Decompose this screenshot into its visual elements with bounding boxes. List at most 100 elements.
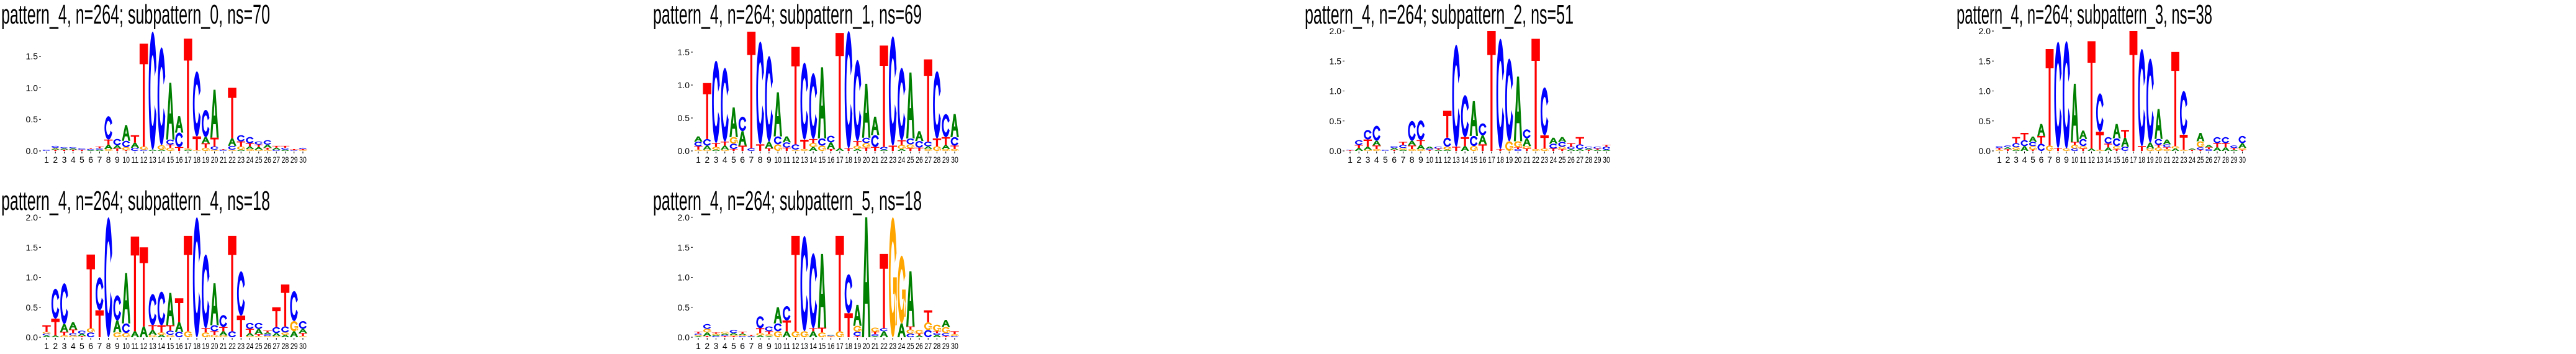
logo-panel-subpattern-1: pattern_4, n=264; subpattern_1, ns=69 0.…: [652, 0, 1297, 174]
logo-letter-T: [1575, 137, 1585, 145]
logo-letter-A: [871, 116, 880, 135]
x-tick-label: 18: [193, 341, 200, 351]
logo-letter-A: [263, 144, 272, 148]
logo-letter-A: [1584, 148, 1593, 150]
logo-letter-C: [272, 149, 281, 152]
x-tick-label: 8: [2056, 155, 2061, 165]
logo-letter-T: [95, 310, 104, 337]
logo-letter-T: [2037, 135, 2045, 144]
logo-letter-A: [95, 149, 104, 152]
logo-letter-G: [192, 150, 201, 151]
logo-letter-T: [174, 147, 184, 152]
logo-letter-A: [2213, 147, 2222, 151]
logo-letter-A: [201, 137, 210, 143]
logo-letter-G: [281, 332, 289, 335]
x-tick-label: 11: [1435, 155, 1443, 165]
x-tick-label: 11: [2080, 155, 2087, 165]
logo-letter-T: [86, 254, 95, 329]
x-tick-label: 8: [106, 155, 111, 165]
x-tick-label: 14: [158, 155, 165, 165]
logo-letter-T: [78, 149, 86, 152]
logo-letter-G: [1540, 148, 1549, 151]
logo-letter-A: [853, 148, 862, 152]
logo-letter-C: [1416, 120, 1425, 140]
logo-letter-C: [42, 149, 51, 152]
x-tick-label: 12: [1444, 155, 1451, 165]
logo-letter-G: [201, 147, 210, 151]
x-tick-label: 2: [705, 341, 709, 351]
logo-letter-G: [2096, 150, 2104, 151]
x-tick-label: 3: [714, 341, 719, 351]
logo-letter-T: [1478, 144, 1487, 151]
logo-letter-C: [765, 326, 773, 332]
x-tick-label: 10: [2071, 155, 2078, 165]
logo-letter-C: [122, 140, 130, 147]
logo-letter-C: [694, 142, 703, 147]
logo-letter-A: [782, 331, 791, 337]
logo-letter-C: [192, 71, 201, 137]
logo-letter-A: [68, 322, 78, 330]
logo-letter-T: [1443, 111, 1452, 138]
logo-letter-G: [853, 325, 862, 332]
logo-letter-T: [148, 325, 157, 330]
logo-letter-A: [2087, 148, 2096, 151]
x-tick-label: 18: [845, 341, 852, 351]
x-tick-label: 18: [2138, 155, 2145, 165]
logo-letter-A: [765, 142, 773, 148]
y-tick-label: 1.0: [1330, 86, 1342, 96]
logo-letter-A: [210, 283, 219, 325]
logo-letter-G: [210, 335, 219, 337]
logo-letter-A: [1469, 101, 1479, 136]
x-tick-label: 30: [299, 341, 307, 351]
logo-letter-A: [1567, 149, 1575, 151]
logo-letter-C: [1479, 123, 1487, 135]
x-tick-label: 9: [115, 155, 120, 165]
x-tick-label: 5: [731, 341, 736, 351]
logo-letter-G: [712, 334, 720, 335]
logo-letter-T: [1584, 150, 1593, 151]
x-tick-label: 29: [290, 155, 298, 165]
y-tick-label: 0.5: [1330, 116, 1342, 126]
logo-letter-G: [2112, 146, 2121, 150]
logo-letter-G: [272, 336, 281, 337]
logo-letter-C: [721, 68, 729, 142]
logo-letter-A: [950, 114, 959, 137]
logo-letter-C: [756, 316, 764, 329]
logo-letter-C: [157, 291, 166, 325]
x-tick-label: 16: [1479, 155, 1487, 165]
logo-letter-C: [2054, 42, 2062, 148]
logo-letter-T: [245, 329, 254, 334]
logo-letter-C: [228, 331, 236, 337]
logo-letter-T: [765, 148, 773, 152]
logo-letter-C: [1390, 146, 1398, 148]
logo-letter-T: [1461, 137, 1469, 147]
x-tick-label: 23: [1541, 155, 1548, 165]
x-tick-label: 1: [696, 155, 701, 165]
logo-letter-C: [51, 145, 60, 148]
logo-letter-C: [1372, 125, 1380, 141]
logo-letter-A: [1478, 135, 1487, 145]
x-tick-label: 26: [916, 155, 923, 165]
logo-letter-C: [712, 60, 720, 143]
logo-letter-T: [729, 336, 738, 337]
x-tick-label: 13: [801, 155, 808, 165]
logo-letter-A: [51, 148, 60, 150]
logo-letter-C: [1505, 58, 1513, 142]
logo-letter-T: [791, 235, 800, 332]
logo-letter-A: [817, 253, 827, 328]
logo-letter-G: [1523, 146, 1531, 149]
x-tick-label: 7: [749, 341, 754, 351]
logo-letter-C: [1585, 147, 1593, 149]
logo-letter-C: [96, 148, 104, 150]
x-tick-label: 25: [907, 341, 914, 351]
logo-letter-A: [1558, 137, 1567, 142]
logo-letter-C: [236, 271, 245, 316]
logo-letter-A: [1434, 150, 1443, 151]
logo-letter-A: [86, 150, 95, 151]
logo-letter-T: [254, 144, 263, 147]
x-tick-label: 19: [1505, 155, 1513, 165]
logo-letter-C: [2163, 144, 2171, 148]
logo-letter-C: [747, 148, 755, 152]
logo-letter-A: [2188, 148, 2196, 150]
logo-letter-C: [281, 326, 289, 333]
